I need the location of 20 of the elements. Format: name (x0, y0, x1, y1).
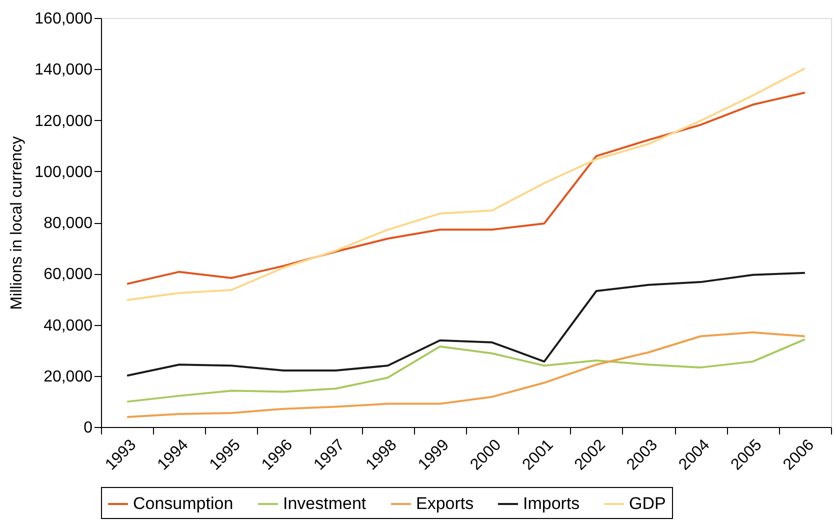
y-tick-label: 60,000 (44, 266, 93, 284)
y-tick-label: 20,000 (44, 368, 93, 386)
y-tick-label: 0 (84, 420, 93, 436)
y-tick-label: 40,000 (44, 317, 93, 334)
y-tick-label: 80,000 (44, 215, 93, 232)
legend-label: Consumption (133, 494, 234, 513)
line-series (126, 92, 806, 285)
line-series (126, 338, 806, 403)
y-tick-label: 160,000 (34, 10, 93, 28)
legend-label: Investment (283, 494, 366, 513)
line-series (126, 331, 806, 418)
legend-label: Imports (523, 494, 580, 513)
line-series (126, 272, 806, 377)
legend-label: GDP (629, 494, 666, 513)
y-axis-title: Millions in local currency (8, 136, 26, 310)
y-tick-label: 120,000 (34, 112, 93, 130)
y-tick-label: 100,000 (34, 164, 93, 181)
line-series (126, 67, 806, 301)
legend-label: Exports (416, 494, 474, 513)
y-tick-label: 140,000 (34, 62, 93, 79)
